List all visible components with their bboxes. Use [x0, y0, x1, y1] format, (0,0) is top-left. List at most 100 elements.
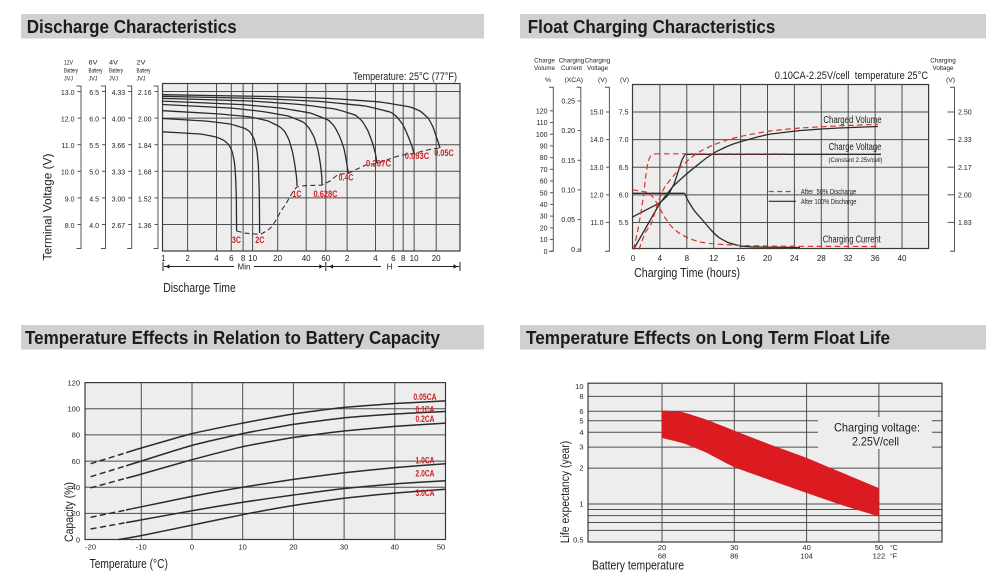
svg-text:0.4C: 0.4C [339, 173, 354, 183]
svg-text:8: 8 [579, 392, 583, 401]
svg-text:8: 8 [401, 254, 406, 263]
svg-text:2C: 2C [255, 235, 265, 245]
svg-text:5: 5 [579, 416, 583, 425]
svg-text:3.0CA: 3.0CA [416, 488, 435, 498]
svg-text:13.0: 13.0 [590, 165, 604, 172]
svg-text:2.0CA: 2.0CA [416, 469, 435, 479]
svg-text:10: 10 [410, 254, 419, 263]
svg-text:Charging: Charging [585, 58, 611, 65]
svg-text:50: 50 [875, 543, 883, 552]
svg-text:Temperature Effects on Long Te: Temperature Effects on Long Term Float L… [526, 328, 890, 348]
svg-text:30: 30 [340, 543, 348, 552]
svg-text:6.5: 6.5 [89, 90, 99, 97]
svg-text:10: 10 [248, 254, 257, 263]
svg-text:After 100% Discharge: After 100% Discharge [801, 199, 857, 206]
svg-text:5.5: 5.5 [89, 143, 99, 150]
svg-text:40: 40 [72, 483, 80, 492]
svg-text:Discharge Time: Discharge Time [163, 281, 236, 295]
svg-text:2.25V/cell: 2.25V/cell [852, 435, 899, 449]
svg-text:2.17: 2.17 [958, 165, 972, 172]
svg-text:6.0: 6.0 [619, 192, 629, 199]
svg-text:14.0: 14.0 [590, 137, 604, 144]
svg-text:°F: °F [890, 553, 897, 561]
svg-text:0.628C: 0.628C [314, 189, 338, 199]
svg-text:4: 4 [214, 254, 219, 263]
svg-text:6: 6 [229, 254, 234, 263]
svg-text:2.00: 2.00 [958, 192, 972, 199]
svg-text:Battery: Battery [137, 68, 152, 75]
svg-text:0.093C: 0.093C [405, 151, 430, 161]
svg-text:JVJ: JVJ [109, 76, 118, 83]
svg-text:122: 122 [873, 552, 886, 561]
svg-text:110: 110 [536, 120, 547, 127]
svg-text:20: 20 [432, 254, 441, 263]
svg-text:Life expectancy (year): Life expectancy (year) [560, 441, 572, 544]
svg-text:Voltage: Voltage [932, 65, 954, 72]
svg-text:40: 40 [391, 543, 399, 552]
svg-text:6: 6 [391, 254, 396, 263]
svg-text:2: 2 [345, 254, 350, 263]
svg-text:70: 70 [540, 167, 548, 174]
svg-text:-10: -10 [136, 543, 147, 552]
svg-text:(V): (V) [620, 77, 629, 84]
svg-text:7.5: 7.5 [619, 110, 629, 117]
svg-text:16: 16 [736, 254, 745, 263]
svg-text:40: 40 [802, 543, 810, 552]
svg-text:0.05CA: 0.05CA [413, 392, 437, 402]
svg-text:3C: 3C [232, 235, 242, 245]
svg-text:Terminal Voltage (V): Terminal Voltage (V) [41, 153, 55, 260]
svg-text:80: 80 [72, 431, 80, 440]
svg-text:Current: Current [561, 65, 582, 72]
svg-text:Battery: Battery [89, 68, 104, 75]
svg-text:Capacity (%): Capacity (%) [64, 482, 76, 542]
svg-text:8: 8 [685, 254, 690, 263]
svg-text:4.0: 4.0 [89, 223, 99, 230]
svg-text:1.84: 1.84 [138, 143, 152, 150]
svg-text:4: 4 [373, 254, 378, 263]
svg-text:60: 60 [321, 254, 330, 263]
svg-text:12V: 12V [64, 60, 74, 67]
svg-text:6.5: 6.5 [619, 165, 629, 172]
svg-text:1.83: 1.83 [958, 220, 972, 227]
svg-text:°C: °C [890, 544, 898, 552]
svg-text:0.207C: 0.207C [366, 159, 392, 169]
svg-text:13.0: 13.0 [61, 90, 75, 97]
svg-text:2.67: 2.67 [112, 223, 126, 230]
svg-text:4: 4 [579, 428, 583, 437]
svg-text:20: 20 [540, 225, 548, 232]
svg-text:Charging voltage:: Charging voltage: [834, 421, 920, 435]
svg-text:Battery temperature: Battery temperature [592, 559, 684, 573]
svg-text:4.33: 4.33 [112, 90, 126, 97]
svg-text:7.0: 7.0 [619, 137, 629, 144]
svg-text:6V: 6V [89, 60, 99, 67]
svg-text:0.10: 0.10 [561, 188, 575, 195]
svg-text:H: H [387, 262, 393, 271]
svg-text:20: 20 [763, 254, 772, 263]
svg-text:6: 6 [579, 407, 583, 416]
svg-text:4V: 4V [109, 60, 119, 67]
svg-text:0.10CA-2.25V/cell temperature: 0.10CA-2.25V/cell temperature 25°C [775, 70, 928, 82]
svg-text:100: 100 [67, 405, 80, 414]
svg-text:Charging Time (hours): Charging Time (hours) [634, 266, 740, 280]
svg-text:80: 80 [540, 155, 548, 162]
svg-text:1: 1 [579, 500, 583, 509]
svg-text:60: 60 [540, 179, 548, 186]
svg-text:(V): (V) [598, 77, 607, 84]
svg-text:Charged Volume: Charged Volume [823, 115, 882, 126]
svg-text:Battery: Battery [109, 68, 124, 75]
svg-text:Volume: Volume [534, 65, 556, 72]
svg-text:50: 50 [437, 543, 445, 552]
svg-text:%: % [545, 77, 551, 84]
svg-text:12.0: 12.0 [61, 117, 75, 124]
svg-text:20: 20 [289, 543, 297, 552]
svg-text:(V): (V) [946, 77, 955, 84]
svg-text:12.0: 12.0 [590, 192, 604, 199]
svg-text:(Constant 2.25v/cell): (Constant 2.25v/cell) [829, 157, 883, 164]
svg-text:Min: Min [238, 262, 251, 271]
svg-text:Float Charging Characteristics: Float Charging Characteristics [528, 17, 776, 37]
svg-text:50: 50 [540, 190, 548, 197]
svg-text:0.05: 0.05 [561, 217, 575, 224]
svg-text:11.0: 11.0 [61, 143, 74, 150]
svg-text:10.0: 10.0 [61, 170, 75, 177]
svg-text:3.00: 3.00 [112, 196, 126, 203]
